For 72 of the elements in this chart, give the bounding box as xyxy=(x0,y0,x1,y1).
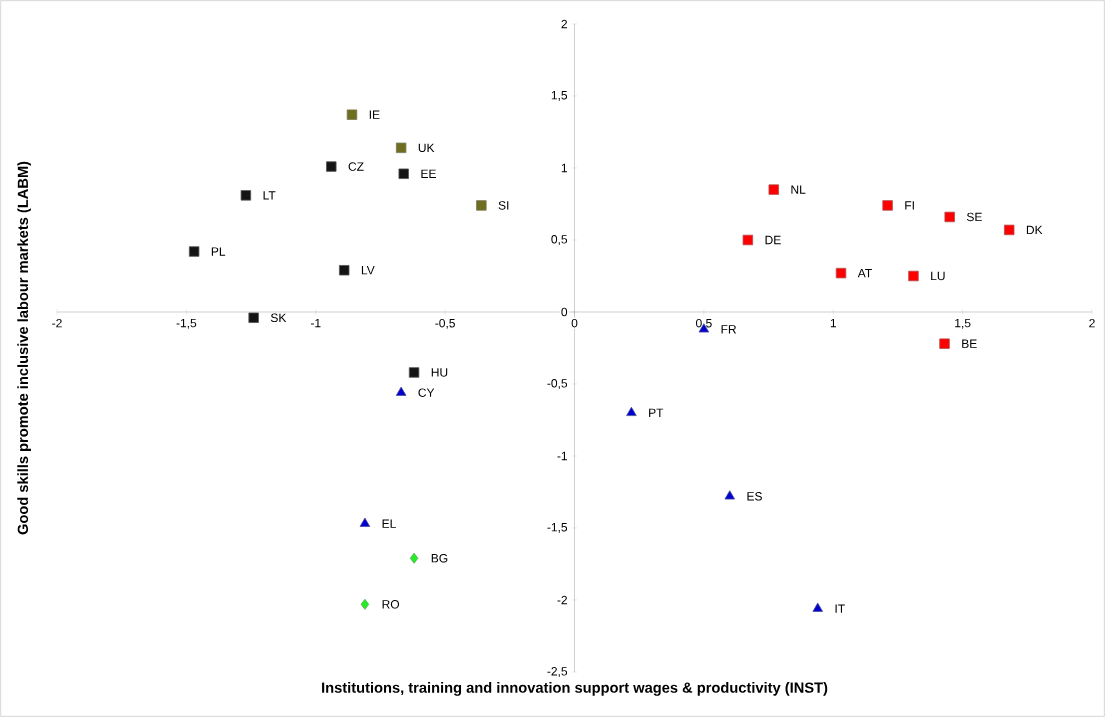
x-tick-label: -1 xyxy=(310,318,321,328)
annotation: BE xyxy=(962,339,977,348)
point xyxy=(812,602,823,612)
x-axis-title: Institutions, training and innovation support wages & productivity (INST) xyxy=(322,682,828,696)
point xyxy=(360,598,370,610)
annotation: SE xyxy=(966,212,982,222)
y-tick-label: 1 xyxy=(561,163,567,173)
annotation: EE xyxy=(421,169,436,178)
x-tick-label: 0,5 xyxy=(696,318,712,329)
annotation: SI xyxy=(498,201,509,210)
point xyxy=(346,109,358,120)
annotation: FI xyxy=(905,201,914,210)
annotation: IE xyxy=(369,110,380,119)
x-tick-label: -2 xyxy=(52,318,62,328)
annotation: RO xyxy=(382,600,400,609)
y-tick-label: -1,5 xyxy=(547,523,568,533)
point xyxy=(408,367,420,378)
point xyxy=(768,184,779,195)
annotation: BG xyxy=(431,553,448,563)
annotation: PL xyxy=(211,247,226,256)
point xyxy=(944,211,955,223)
annotation: IT xyxy=(835,604,845,613)
x-tick-label: -0,5 xyxy=(435,318,455,329)
point xyxy=(398,168,409,179)
annotation: LU xyxy=(931,271,945,281)
point xyxy=(409,552,419,564)
x-tick-label: 2 xyxy=(1089,318,1095,328)
y-tick-label: 0,5 xyxy=(551,235,568,245)
annotation: HU xyxy=(431,368,448,377)
annotation: DE xyxy=(765,235,781,245)
x-tick-label: -1,5 xyxy=(176,318,197,329)
annotation: CZ xyxy=(348,162,364,171)
point xyxy=(326,161,337,172)
point xyxy=(882,200,893,211)
point xyxy=(240,190,252,201)
point xyxy=(339,265,350,276)
annotation: DK xyxy=(1026,225,1043,235)
annotation: EL xyxy=(382,519,396,528)
annotation: SK xyxy=(270,313,287,323)
annotation: FR xyxy=(721,325,737,334)
point xyxy=(626,406,637,416)
point xyxy=(359,517,371,527)
point xyxy=(248,312,259,323)
point xyxy=(476,200,487,211)
point xyxy=(742,234,754,246)
point xyxy=(395,386,407,396)
y-tick-label: -2 xyxy=(557,595,567,605)
annotation: UK xyxy=(418,143,435,153)
point xyxy=(939,338,950,349)
annotation: AT xyxy=(857,268,872,278)
annotation: LV xyxy=(361,266,375,275)
y-tick-label: -0,5 xyxy=(547,379,568,389)
x-tick-label: 1,5 xyxy=(955,318,971,329)
point xyxy=(908,270,919,282)
y-tick-label: -1 xyxy=(557,451,567,461)
y-tick-label: 1,5 xyxy=(551,91,568,101)
y-axis-title: Good skills promote inclusive labour markets (LABM) xyxy=(17,161,31,535)
annotation: CY xyxy=(418,388,435,397)
point xyxy=(835,267,847,279)
y-tick-label: -2,5 xyxy=(547,667,568,677)
point xyxy=(188,246,200,257)
point xyxy=(724,490,736,500)
y-tick-label: 2 xyxy=(561,19,567,29)
x-tick-label: 1 xyxy=(830,318,837,328)
point xyxy=(395,142,407,154)
annotation: ES xyxy=(747,492,762,501)
point xyxy=(1004,224,1015,236)
annotation: NL xyxy=(791,185,806,194)
annotation: PT xyxy=(649,408,664,417)
x-tick-label: 0 xyxy=(571,318,578,328)
y-tick-label: 0 xyxy=(561,307,568,317)
annotation: LT xyxy=(263,191,276,200)
